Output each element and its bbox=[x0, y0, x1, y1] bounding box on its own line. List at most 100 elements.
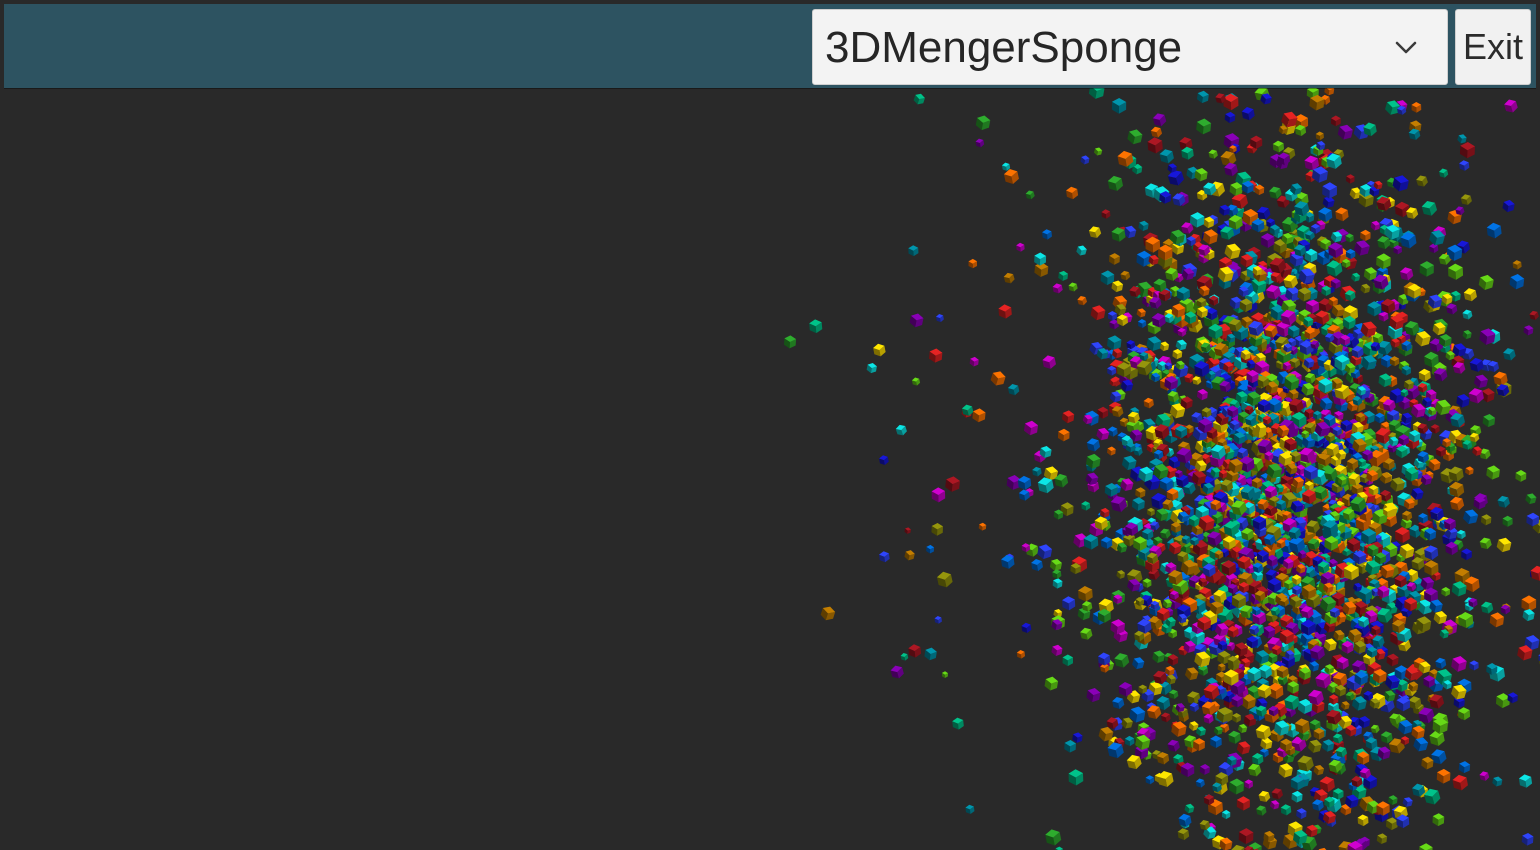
particle-cube bbox=[1518, 774, 1533, 788]
particle-cube bbox=[972, 408, 986, 423]
particle-cube bbox=[1255, 724, 1272, 740]
particle-cube bbox=[975, 138, 985, 148]
particle-cube bbox=[1191, 412, 1203, 424]
particle-cube bbox=[1160, 712, 1171, 723]
particle-cube bbox=[783, 335, 797, 349]
particle-cube bbox=[1052, 283, 1063, 294]
particle-cube bbox=[904, 550, 915, 561]
particle-cube bbox=[1142, 578, 1152, 588]
particle-cube bbox=[1196, 90, 1209, 104]
particle-cube bbox=[1317, 847, 1329, 850]
particle-cube bbox=[1525, 493, 1537, 505]
scene-dropdown[interactable]: 3DMengerSponge bbox=[812, 9, 1448, 85]
particle-cube bbox=[1236, 796, 1250, 811]
particle-cube bbox=[1129, 706, 1146, 723]
particle-cube bbox=[1107, 426, 1118, 437]
scene-dropdown-value: 3DMengerSponge bbox=[825, 23, 1183, 72]
particle-cube bbox=[1135, 487, 1146, 499]
particle-cube bbox=[1504, 99, 1518, 113]
particle-cube bbox=[1435, 657, 1447, 669]
particle-cube bbox=[998, 304, 1012, 319]
particle-cube bbox=[1351, 272, 1361, 282]
particle-cube bbox=[1486, 222, 1502, 239]
particle-cube bbox=[1032, 466, 1042, 477]
particle-cube bbox=[1280, 804, 1292, 816]
particle-cube bbox=[1199, 764, 1210, 775]
particle-cube bbox=[1045, 829, 1062, 846]
particle-cube bbox=[1064, 740, 1076, 753]
particle-cube bbox=[1318, 298, 1333, 313]
particle-cube bbox=[1418, 368, 1431, 382]
particle-cube bbox=[1459, 142, 1475, 159]
particle-cube bbox=[1196, 118, 1212, 135]
particle-cube bbox=[1068, 769, 1084, 786]
particle-cube bbox=[1062, 654, 1073, 667]
particle-cube bbox=[1350, 368, 1361, 379]
particle-cube bbox=[1269, 186, 1282, 199]
particle-cube bbox=[1432, 813, 1445, 827]
particle-cube bbox=[1340, 701, 1350, 710]
particle-cube bbox=[1428, 458, 1441, 471]
particle-cube bbox=[1224, 111, 1236, 124]
particle-cube bbox=[1464, 576, 1480, 593]
particle-cube bbox=[1399, 267, 1414, 281]
particle-cube bbox=[1272, 140, 1285, 153]
particle-cube bbox=[1456, 393, 1470, 408]
particle-cube bbox=[1136, 308, 1146, 318]
particle-cube bbox=[1278, 763, 1293, 778]
particle-cube bbox=[1127, 129, 1143, 145]
particle-cube bbox=[928, 348, 943, 363]
particle-cube bbox=[1260, 233, 1275, 248]
particle-cube bbox=[1209, 295, 1219, 306]
particle-cube bbox=[1003, 272, 1015, 284]
particle-cube bbox=[1463, 288, 1477, 302]
particle-cube bbox=[1313, 764, 1325, 776]
particle-cube bbox=[1370, 220, 1381, 231]
particle-cube bbox=[1326, 260, 1343, 277]
particle-cube bbox=[1147, 507, 1155, 517]
particle-cube bbox=[1289, 357, 1301, 369]
particle-cube bbox=[1435, 446, 1446, 457]
particle-cube bbox=[1458, 761, 1471, 774]
particle-cube bbox=[1078, 586, 1093, 602]
particle-cube bbox=[1178, 813, 1192, 827]
particle-cube bbox=[1051, 644, 1063, 656]
particle-cube bbox=[924, 647, 937, 661]
particle-cube bbox=[1530, 565, 1540, 581]
particle-cube bbox=[1376, 253, 1391, 270]
particle-cube bbox=[1449, 481, 1465, 498]
particle-cube bbox=[931, 523, 943, 536]
particle-cube bbox=[1076, 245, 1087, 256]
particle-cube bbox=[1132, 657, 1145, 670]
particle-cube bbox=[1052, 578, 1063, 589]
chevron-down-icon bbox=[1395, 41, 1417, 54]
particle-cube bbox=[1340, 803, 1352, 816]
particle-cube bbox=[1462, 309, 1473, 320]
particle-cube bbox=[1236, 741, 1251, 755]
particle-cube bbox=[1462, 509, 1479, 525]
particle-cube bbox=[1335, 207, 1349, 222]
particle-cube bbox=[1210, 735, 1222, 748]
particle-cube bbox=[1189, 702, 1199, 713]
particle-cube bbox=[1529, 310, 1539, 320]
exit-button[interactable]: Exit bbox=[1455, 9, 1531, 85]
particle-cube bbox=[1503, 348, 1516, 361]
particle-cube bbox=[809, 319, 823, 334]
particle-cube bbox=[1271, 788, 1284, 800]
particle-cube bbox=[1137, 319, 1147, 328]
particle-cube bbox=[1100, 536, 1113, 549]
particle-cube bbox=[1201, 701, 1217, 716]
particle-cube bbox=[1208, 149, 1218, 159]
particle-cube bbox=[1177, 327, 1187, 337]
particle-cube bbox=[1217, 663, 1226, 672]
particle-cube bbox=[1308, 739, 1322, 753]
particle-cube bbox=[1480, 514, 1492, 526]
particle-cube bbox=[1376, 833, 1388, 845]
particle-cube bbox=[1469, 357, 1484, 372]
particle-cube bbox=[820, 606, 836, 621]
particle-cube bbox=[1258, 790, 1271, 803]
particle-cube bbox=[1021, 622, 1032, 634]
particle-cube bbox=[975, 115, 991, 131]
